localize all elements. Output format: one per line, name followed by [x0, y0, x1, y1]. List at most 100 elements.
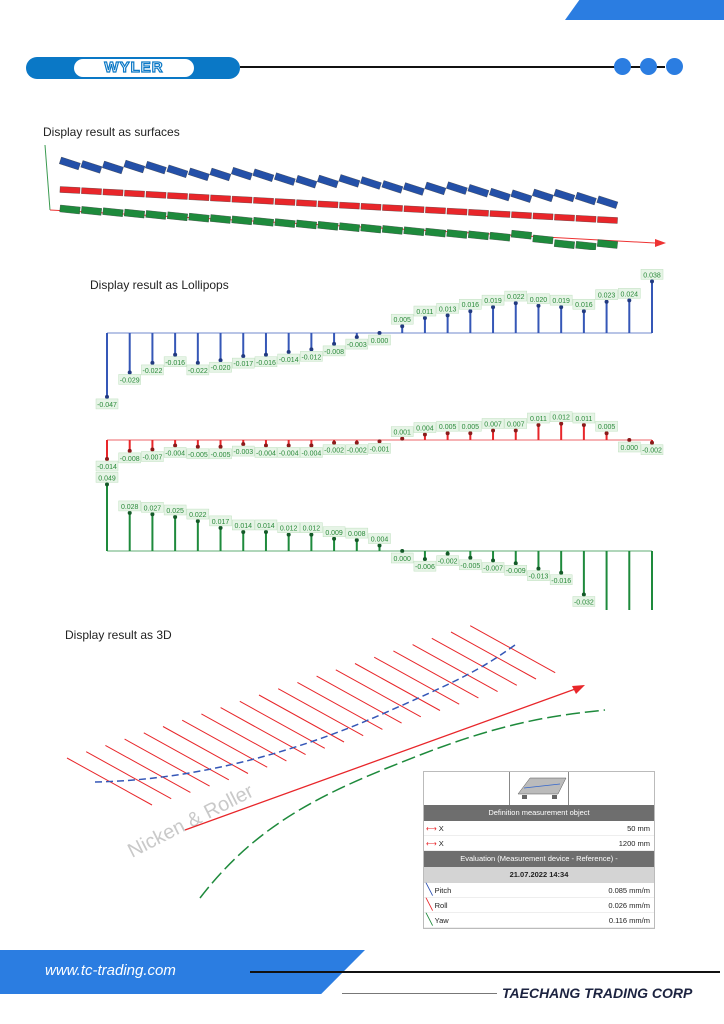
- surface-segment: [596, 195, 619, 209]
- lollipop-head: [445, 431, 450, 436]
- value-label-box: [95, 472, 119, 483]
- value-label: 0.014: [257, 523, 275, 530]
- value-label-box: [232, 519, 255, 531]
- surface-segment: [252, 168, 275, 182]
- value-label: 0.022: [507, 294, 525, 301]
- footer-company: TAECHANG TRADING CORP: [502, 985, 693, 1001]
- surface-segment: [575, 191, 597, 206]
- surface-segment: [511, 211, 532, 219]
- surface-segment: [59, 186, 81, 194]
- lollipop-charts: -0.047-0.029-0.022-0.016-0.022 -0.020-0.0…: [95, 269, 664, 610]
- value-label: 0.011: [575, 416, 592, 423]
- lollipop-head: [536, 423, 541, 428]
- value-label: 0.012: [280, 526, 298, 533]
- value-label-box: [118, 452, 141, 464]
- surface-segment: [575, 241, 597, 250]
- surface-segment: [510, 230, 532, 240]
- surface-segment: [596, 239, 618, 249]
- surface-segment: [403, 226, 425, 236]
- surface-segment: [510, 189, 533, 203]
- surface-segment: [231, 167, 253, 181]
- grid-line: [201, 713, 287, 762]
- value-label-box: [549, 411, 573, 422]
- footer-url[interactable]: www.tc-trading.com: [45, 962, 176, 979]
- value-label: -0.016: [551, 578, 571, 585]
- grid-line: [412, 644, 498, 693]
- surface-segment: [145, 191, 167, 199]
- lollipop-head: [241, 442, 246, 447]
- value-label: 0.000: [393, 556, 411, 563]
- value-label-box: [459, 298, 482, 310]
- grid-line: [277, 688, 364, 737]
- lollipop-head: [491, 558, 496, 563]
- surface-segment: [59, 156, 81, 171]
- value-label-box: [322, 526, 346, 538]
- value-label: 0.027: [144, 505, 162, 512]
- definition-row: ⟷ X 1200 mm: [424, 836, 654, 851]
- lollipop-head: [332, 341, 337, 346]
- lollipop-head: [468, 309, 473, 314]
- value-label-box: [390, 426, 414, 437]
- surface-segment: [360, 176, 382, 190]
- surface-segment: [403, 205, 425, 213]
- lollipop-head: [332, 536, 337, 541]
- grid-line: [297, 681, 383, 730]
- lollipop-head: [559, 570, 564, 575]
- lollipop-head: [581, 423, 586, 428]
- lollipop-head: [650, 440, 654, 445]
- value-label: 0.007: [507, 421, 525, 428]
- lollipop-head: [468, 431, 473, 436]
- value-label: 0.004: [416, 426, 434, 433]
- surface-segment: [360, 203, 382, 211]
- value-label-box: [322, 444, 346, 455]
- lollipop-head: [513, 561, 518, 566]
- value-label-box: [436, 303, 459, 314]
- value-label-box: [390, 552, 414, 564]
- surface-segment: [231, 195, 253, 204]
- value-label: -0.014: [97, 464, 117, 471]
- watermark: Nicken & Roller: [124, 780, 257, 862]
- grid-line: [105, 744, 191, 793]
- surface-segment: [124, 189, 145, 198]
- value-label: 0.012: [303, 526, 321, 533]
- value-label-box: [141, 364, 164, 376]
- lollipop-head: [377, 543, 382, 548]
- wyler-logo: WYLER: [26, 57, 240, 79]
- grid-line: [316, 675, 402, 724]
- object-image: [424, 772, 654, 805]
- value-label: 0.000: [621, 445, 639, 452]
- header-dot: [614, 58, 631, 75]
- surface-segment: [295, 175, 318, 189]
- surface-segment: [575, 215, 597, 223]
- value-label: -0.032: [574, 600, 594, 607]
- value-label: 0.008: [348, 531, 366, 538]
- reference-axis: [184, 687, 579, 831]
- value-label: -0.006: [415, 564, 435, 571]
- surface-segment: [209, 214, 231, 224]
- info-panel: Definition measurement object ⟷ X 50 mm ⟷ X…: [423, 771, 655, 929]
- value-label-box: [504, 290, 527, 302]
- logo-text: WYLER: [74, 58, 194, 77]
- value-label-box: [481, 418, 505, 429]
- yaw-icon: ╲: [426, 913, 433, 926]
- lollipop-head: [173, 352, 178, 357]
- lollipop-head: [127, 510, 132, 515]
- value-label: -0.004: [301, 450, 321, 457]
- value-label-box: [163, 356, 187, 368]
- lollipop-head: [127, 448, 132, 453]
- length-icon: ⟷: [426, 838, 437, 848]
- surface-segment: [489, 210, 511, 218]
- value-label-box: [595, 289, 618, 300]
- value-label-box: [527, 293, 550, 305]
- value-label: 0.028: [121, 504, 139, 511]
- surface-segment: [532, 234, 554, 245]
- value-label: 0.013: [439, 306, 457, 313]
- value-label-box: [549, 574, 573, 586]
- lollipop-head: [559, 421, 564, 426]
- grid-line: [469, 625, 556, 674]
- value-label: 0.019: [484, 298, 502, 305]
- value-label: -0.002: [438, 559, 458, 566]
- surface-segment: [102, 207, 124, 217]
- value-label-box: [209, 361, 232, 373]
- value-label: -0.005: [188, 452, 208, 459]
